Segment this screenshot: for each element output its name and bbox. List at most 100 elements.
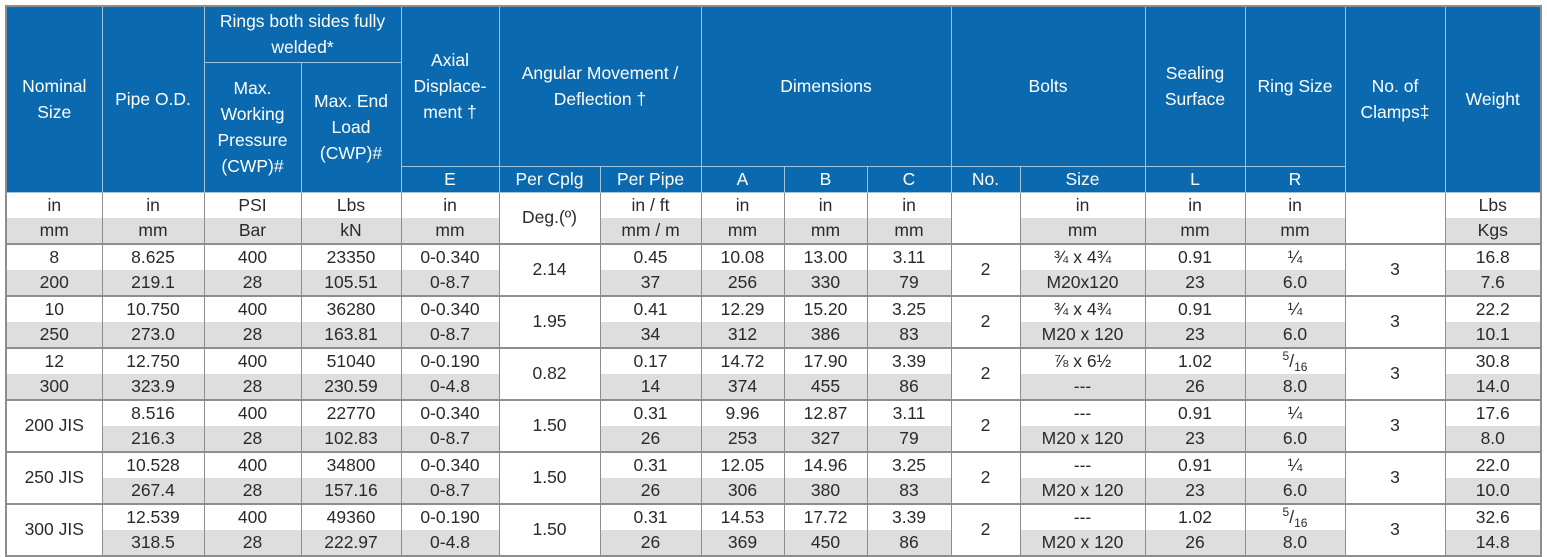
cell-od-in: 8.516 xyxy=(101,399,205,426)
cell-pipe-mm: 26 xyxy=(599,425,702,453)
table-row: 10 10.750 400 36280 0-0.340 1.95 0.41 12… xyxy=(5,295,1542,349)
cell-c-mm: 86 xyxy=(866,529,952,557)
header-no-of-clamps: No. of Clamps‡ xyxy=(1344,5,1446,193)
cell-press-bar: 28 xyxy=(203,269,302,297)
unit-cell: mm xyxy=(1144,217,1246,245)
table-row: 8 8.625 400 23350 0-0.340 2.14 0.45 10.0… xyxy=(5,243,1542,297)
cell-b-mm: 450 xyxy=(783,529,868,557)
unit-cell: mm xyxy=(400,217,500,245)
cell-od-in: 8.625 xyxy=(101,243,205,270)
cell-b-in: 17.72 xyxy=(783,503,868,530)
cell-axial-mm: 0-8.7 xyxy=(400,477,500,505)
cell-bolt-in: ¾ x 4¾ xyxy=(1019,243,1146,270)
cell-seal-mm: 23 xyxy=(1144,321,1246,349)
table-row: 200 JIS 8.516 400 22770 0-0.340 1.50 0.3… xyxy=(5,399,1542,453)
header-per-pipe: Per Pipe xyxy=(599,165,702,193)
cell-load-lbs: 22770 xyxy=(300,399,402,426)
cell-wt-lbs: 32.6 xyxy=(1444,503,1542,530)
cell-axial-mm: 0-4.8 xyxy=(400,529,500,557)
cell-size-mm: 250 xyxy=(5,321,103,349)
cell-wt-lbs: 16.8 xyxy=(1444,243,1542,270)
unit-cell: mm xyxy=(1019,217,1146,245)
cell-od-mm: 318.5 xyxy=(101,529,205,557)
header-dim-a: A xyxy=(700,165,785,193)
cell-press-bar: 28 xyxy=(203,373,302,401)
cell-bolts-no: 2 xyxy=(950,503,1021,557)
cell-od-mm: 267.4 xyxy=(101,477,205,505)
cell-axial-mm: 0-8.7 xyxy=(400,269,500,297)
cell-od-mm: 219.1 xyxy=(101,269,205,297)
unit-cell: Lbs xyxy=(1444,192,1542,218)
cell-press-bar: 28 xyxy=(203,529,302,557)
cell-clamps: 3 xyxy=(1344,347,1446,401)
cell-a-mm: 253 xyxy=(700,425,785,453)
cell-wt-kg: 14.8 xyxy=(1444,529,1542,557)
cell-clamps: 3 xyxy=(1344,399,1446,453)
coupling-spec-table: Nominal Size Pipe O.D. Rings both sides … xyxy=(5,5,1542,557)
cell-load-lbs: 34800 xyxy=(300,451,402,478)
header-pipe-od: Pipe O.D. xyxy=(101,5,205,193)
header-max-end-load: Max. End Load (CWP)# xyxy=(300,61,402,193)
cell-axial-in: 0-0.340 xyxy=(400,399,500,426)
header-max-working-pressure: Max. Working Pressure (CWP)# xyxy=(203,61,302,193)
cell-pipe-mm: 34 xyxy=(599,321,702,349)
cell-axial-in: 0-0.340 xyxy=(400,295,500,322)
cell-load-kn: 157.16 xyxy=(300,477,402,505)
cell-c-mm: 83 xyxy=(866,321,952,349)
cell-wt-lbs: 22.2 xyxy=(1444,295,1542,322)
cell-c-in: 3.11 xyxy=(866,243,952,270)
cell-size-in: 8 xyxy=(5,243,103,270)
cell-b-in: 17.90 xyxy=(783,347,868,374)
cell-od-mm: 273.0 xyxy=(101,321,205,349)
cell-seal-in: 1.02 xyxy=(1144,347,1246,374)
table-row: 300 323.9 28 230.59 0-4.8 14 374 455 86 … xyxy=(5,373,1542,401)
cell-seal-in: 0.91 xyxy=(1144,243,1246,270)
cell-bolt-mm: M20 x 120 xyxy=(1019,425,1146,453)
table-row: 250 JIS 10.528 400 34800 0-0.340 1.50 0.… xyxy=(5,451,1542,505)
cell-bolt-in: --- xyxy=(1019,503,1146,530)
header-dimensions: Dimensions xyxy=(700,5,952,167)
cell-ring-mm: 8.0 xyxy=(1244,529,1346,557)
header-sealing-surface: Sealing Surface xyxy=(1144,5,1246,167)
cell-size-mm: 200 xyxy=(5,269,103,297)
units-row-metric: mm mm Bar kN mm mm / m mm mm mm mm mm mm… xyxy=(5,217,1542,245)
header-bolts-no: No. xyxy=(950,165,1021,193)
cell-c-in: 3.11 xyxy=(866,399,952,426)
cell-wt-lbs: 17.6 xyxy=(1444,399,1542,426)
cell-pipe-in: 0.41 xyxy=(599,295,702,322)
unit-cell: in xyxy=(1244,192,1346,218)
cell-wt-kg: 14.0 xyxy=(1444,373,1542,401)
cell-load-kn: 230.59 xyxy=(300,373,402,401)
cell-ring-in-fraction: 5/16 xyxy=(1244,347,1346,374)
cell-a-mm: 369 xyxy=(700,529,785,557)
unit-cell: in xyxy=(866,192,952,218)
table-row: 12 12.750 400 51040 0-0.190 0.82 0.17 14… xyxy=(5,347,1542,401)
cell-load-kn: 102.83 xyxy=(300,425,402,453)
table-row: 216.3 28 102.83 0-8.7 26 253 327 79 M20 … xyxy=(6,425,1542,453)
cell-bolt-mm: M20 x 120 xyxy=(1019,529,1146,557)
cell-press-bar: 28 xyxy=(203,321,302,349)
cell-load-kn: 163.81 xyxy=(300,321,402,349)
cell-b-mm: 386 xyxy=(783,321,868,349)
cell-press-psi: 400 xyxy=(203,451,302,478)
cell-b-in: 12.87 xyxy=(783,399,868,426)
cell-load-lbs: 36280 xyxy=(300,295,402,322)
unit-cell: kN xyxy=(300,217,402,245)
cell-ring-in: ¼ xyxy=(1244,243,1346,270)
cell-axial-in: 0-0.190 xyxy=(400,347,500,374)
header-rings-welded: Rings both sides fully welded* xyxy=(203,5,402,63)
cell-bolts-no: 2 xyxy=(950,451,1021,505)
cell-b-in: 15.20 xyxy=(783,295,868,322)
unit-cell: Bar xyxy=(203,217,302,245)
cell-seal-mm: 26 xyxy=(1144,529,1246,557)
table-row: 300 JIS 12.539 400 49360 0-0.190 1.50 0.… xyxy=(5,503,1542,557)
table-row: 200 219.1 28 105.51 0-8.7 37 256 330 79 … xyxy=(5,269,1542,297)
cell-c-mm: 79 xyxy=(866,425,952,453)
spec-table-wrapper: Nominal Size Pipe O.D. Rings both sides … xyxy=(5,5,1542,557)
table-row: 267.4 28 157.16 0-8.7 26 306 380 83 M20 … xyxy=(6,477,1542,505)
cell-load-kn: 222.97 xyxy=(300,529,402,557)
cell-per-cplg: 0.82 xyxy=(498,347,601,401)
cell-bolt-in: ¾ x 4¾ xyxy=(1019,295,1146,322)
unit-cell: mm xyxy=(1244,217,1346,245)
cell-axial-in: 0-0.340 xyxy=(400,451,500,478)
